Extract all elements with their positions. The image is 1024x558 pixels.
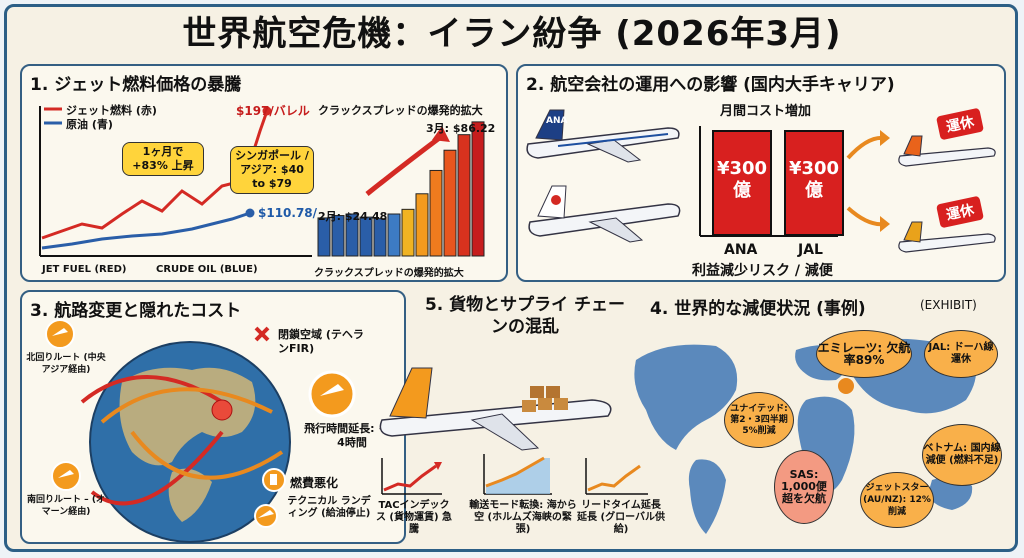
panel-cargo: 5. 貨物とサプライ チェーンの混乱 TACインデックス (貨物運賃) 急騰 bbox=[376, 290, 665, 544]
airline-illustrations bbox=[526, 109, 996, 253]
spread-bar-chart bbox=[317, 121, 485, 257]
section5-heading: 5. 貨物とサプライ チェーンの混乱 bbox=[424, 295, 626, 337]
flight-time-label: 飛行時間延長: +3-4時間 bbox=[304, 422, 400, 449]
callout-jal: JAL: ドーハ線運休 bbox=[924, 330, 998, 378]
mode-shift-label: 輸送モード転換: 海から空 (ホルムズ海峡の緊張) bbox=[469, 500, 577, 535]
jal-plane-icon bbox=[528, 185, 681, 243]
callout-emirates: エミレーツ: 欠航率89% bbox=[816, 330, 912, 378]
ana-plane-icon bbox=[526, 109, 680, 163]
spread-bar bbox=[317, 217, 331, 257]
exhibit-label: (EXHIBIT) bbox=[920, 298, 977, 312]
ana-cost-bar: ¥300 億 bbox=[712, 130, 772, 236]
crude-oil-endpoint bbox=[245, 208, 255, 218]
tac-label: TACインデックス (貨物運賃) 急騰 bbox=[375, 500, 453, 535]
section1-heading: 1. ジェット燃料価格の暴騰 bbox=[30, 75, 242, 95]
section4-heading: 4. 世界的な減便状況 (事例) bbox=[650, 299, 866, 319]
legend-jet-label: ジェット燃料 (赤) bbox=[66, 104, 157, 117]
globe-illustration bbox=[45, 319, 356, 543]
spread-bar bbox=[471, 121, 485, 257]
callout-sas: SAS: 1,000便 超を欠航 bbox=[774, 450, 834, 524]
crude-oil-line bbox=[41, 211, 251, 250]
jet-fuel-value: $197/バレル bbox=[236, 104, 310, 118]
north-america bbox=[634, 344, 738, 450]
technical-landing-label: テクニカル ランディング (給油停止) bbox=[287, 496, 371, 519]
jet-fuel-endpoint bbox=[262, 106, 272, 116]
spread-bar bbox=[443, 149, 457, 257]
cargo-plane-icon bbox=[379, 367, 612, 451]
jal-cost-bar: ¥300 億 bbox=[784, 130, 844, 236]
spread-bar bbox=[373, 218, 387, 257]
spread-arrow bbox=[365, 134, 444, 196]
mode-mini-chart bbox=[483, 454, 552, 495]
lead-mini-chart bbox=[585, 458, 648, 495]
panel-global-cuts: 4. 世界的な減便状況 (事例) (EXHIBIT) エミレーツ: 欠航率89%… bbox=[634, 290, 1006, 544]
callout-jetstar: ジェットスター (AU/NZ): 12%削減 bbox=[860, 472, 934, 528]
cargo-illustration bbox=[379, 367, 648, 495]
spread-bar bbox=[401, 208, 415, 257]
callout-vietnam: ベトナム: 国内線減便 (燃料不足) bbox=[922, 424, 1002, 486]
x-label-jet: JET FUEL (RED) bbox=[42, 264, 127, 275]
north-route-2 bbox=[100, 387, 273, 424]
spread-bar bbox=[345, 213, 359, 257]
callout-united: ユナイテッド: 第2・3四半期 5%削減 bbox=[724, 392, 794, 448]
spread-arrow-head bbox=[432, 126, 450, 142]
fuel-label: 燃費悪化 bbox=[290, 476, 339, 490]
ana-logo: ANA bbox=[546, 116, 568, 126]
crude-oil-value: $110.78/ bbox=[258, 206, 318, 220]
legend-crude-label: 原油 (青) bbox=[66, 118, 113, 131]
plane-suspended-1-icon bbox=[898, 135, 996, 167]
spread-bar bbox=[457, 134, 471, 257]
closed-airspace-marker bbox=[211, 399, 233, 421]
cost-title: 月間コスト増加 bbox=[720, 104, 812, 119]
spread-caption: クラックスプレッドの爆発的拡大 bbox=[314, 268, 464, 279]
spread-bar bbox=[387, 213, 401, 257]
x-label-crude: CRUDE OIL (BLUE) bbox=[156, 264, 258, 275]
tac-mini-chart bbox=[381, 458, 442, 495]
page-title: 世界航空危機：イラン紛争 (2026年3月) bbox=[182, 14, 842, 54]
spread-mar-label: 3月: $86.22 bbox=[426, 122, 496, 135]
spread-bar bbox=[359, 216, 373, 257]
spread-bar bbox=[415, 193, 429, 257]
north-route-label: 北回りルート (中央アジア経由) bbox=[26, 353, 106, 375]
south-route-2 bbox=[130, 430, 284, 480]
fuel-line-chart bbox=[39, 106, 485, 257]
spread-bar bbox=[429, 169, 443, 257]
spread-bar bbox=[331, 215, 345, 257]
plane-suspended-2-icon bbox=[898, 221, 996, 253]
south-route-label: 南回りルート – (オマーン経由) bbox=[27, 495, 105, 517]
jal-bar-label: JAL bbox=[798, 242, 823, 258]
panel-fuel-prices: 1. ジェット燃料価格の暴騰 ジェット燃料 (赤) 原油 (青) $197/バレ… bbox=[20, 64, 508, 282]
section2-heading: 2. 航空会社の運用への影響 (国内大手キャリア) bbox=[526, 75, 895, 95]
clock-plane-icon bbox=[308, 370, 356, 418]
spread-feb-label: 2月: $24.48 bbox=[318, 210, 388, 223]
south-america bbox=[688, 459, 726, 534]
impact-caption: 利益減少リスク / 減便 bbox=[692, 263, 833, 279]
ana-bar-label: ANA bbox=[724, 242, 758, 258]
panel-rerouting: 3. 航路変更と隠れたコスト 閉鎖空域 (テヘランFIR) 北回りルート (中央… bbox=[20, 290, 406, 544]
section3-heading: 3. 航路変更と隠れたコスト bbox=[30, 301, 242, 321]
lead-time-label: リードタイム延長 延長 (グローバル供給) bbox=[577, 500, 665, 535]
south-route bbox=[90, 430, 224, 506]
callout-singapore: シンガポール / アジア: $40 to $79 bbox=[230, 146, 314, 194]
callout-jump: 1ヶ月で+83% 上昇 bbox=[122, 142, 204, 176]
panel-airline-impact: 2. 航空会社の運用への影響 (国内大手キャリア) 月間コスト増加 bbox=[516, 64, 1006, 282]
spread-title: クラックスプレッドの爆発的拡大 bbox=[318, 104, 483, 117]
closed-airspace-label: 閉鎖空域 (テヘランFIR) bbox=[278, 328, 364, 355]
